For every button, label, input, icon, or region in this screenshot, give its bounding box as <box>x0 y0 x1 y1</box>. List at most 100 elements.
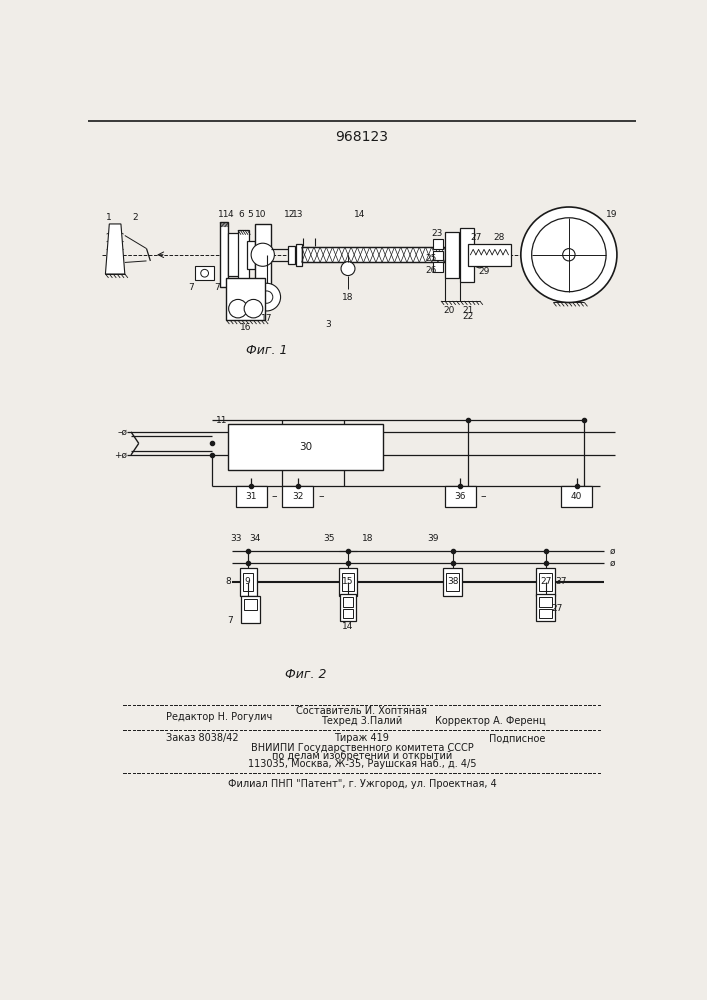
Text: 4: 4 <box>228 210 233 219</box>
Text: 29: 29 <box>478 267 489 276</box>
Bar <box>537 594 555 620</box>
Text: 30: 30 <box>299 442 312 452</box>
Circle shape <box>201 269 209 277</box>
Circle shape <box>260 291 273 303</box>
Bar <box>433 251 443 260</box>
Text: 19: 19 <box>606 210 617 219</box>
Bar <box>468 244 510 266</box>
Polygon shape <box>105 224 125 274</box>
Text: 26: 26 <box>425 266 437 275</box>
Text: 27: 27 <box>551 604 563 613</box>
Text: 33: 33 <box>230 534 241 543</box>
Text: 10: 10 <box>255 210 267 219</box>
Text: 7: 7 <box>189 283 194 292</box>
Circle shape <box>563 249 575 261</box>
Text: –: – <box>318 492 324 502</box>
Text: 40: 40 <box>571 492 583 501</box>
Text: Редактор Н. Рогулич: Редактор Н. Рогулич <box>166 712 272 722</box>
Bar <box>301 247 445 262</box>
Text: 8: 8 <box>225 578 230 586</box>
Text: 17: 17 <box>261 314 272 323</box>
Text: 39: 39 <box>428 534 439 543</box>
Text: 22: 22 <box>462 312 474 321</box>
Text: 7: 7 <box>228 616 233 625</box>
Text: 37: 37 <box>556 578 567 586</box>
Text: 11: 11 <box>218 210 230 219</box>
Text: 35: 35 <box>323 534 334 543</box>
Bar <box>446 573 459 591</box>
Text: Корректор А. Ференц: Корректор А. Ференц <box>435 716 546 726</box>
Text: Фиг. 2: Фиг. 2 <box>285 668 326 681</box>
Circle shape <box>341 262 355 276</box>
Bar <box>460 228 474 282</box>
Bar <box>340 594 356 620</box>
Bar <box>296 244 303 266</box>
Text: 3: 3 <box>326 320 332 329</box>
Circle shape <box>251 243 274 266</box>
Bar <box>539 597 552 607</box>
Text: 25: 25 <box>425 254 437 263</box>
Text: 31: 31 <box>245 492 257 501</box>
Circle shape <box>521 207 617 302</box>
Text: Техред 3.Палий: Техред 3.Палий <box>321 716 402 726</box>
Text: 15: 15 <box>342 578 354 586</box>
Text: 18: 18 <box>361 534 373 543</box>
Circle shape <box>228 299 247 318</box>
Text: 16: 16 <box>240 323 252 332</box>
Bar <box>228 233 239 276</box>
Text: 1: 1 <box>107 213 112 222</box>
Text: ВНИИПИ Государственного комитета СССР: ВНИИПИ Государственного комитета СССР <box>250 743 473 753</box>
Bar <box>240 568 257 596</box>
Text: 5: 5 <box>247 210 253 219</box>
Text: 34: 34 <box>250 534 261 543</box>
Text: 32: 32 <box>292 492 303 501</box>
Text: 6: 6 <box>238 210 244 219</box>
Text: 38: 38 <box>447 578 458 586</box>
Text: Подписное: Подписное <box>489 733 546 743</box>
Bar <box>561 486 592 507</box>
Bar <box>537 568 555 596</box>
Text: Тираж 419: Тираж 419 <box>334 733 390 743</box>
Circle shape <box>244 299 263 318</box>
Text: 18: 18 <box>342 293 354 302</box>
Bar <box>288 246 295 264</box>
Bar <box>443 568 462 596</box>
Text: 968123: 968123 <box>335 130 388 144</box>
Text: ø: ø <box>610 547 616 556</box>
Text: ø: ø <box>610 558 616 567</box>
Bar <box>220 222 228 287</box>
Text: 113035, Москва, Ж-35, Раушская наб., д. 4/5: 113035, Москва, Ж-35, Раушская наб., д. … <box>247 759 477 769</box>
Bar <box>539 609 552 618</box>
Text: 14: 14 <box>354 210 366 219</box>
Text: –: – <box>271 492 277 502</box>
Bar <box>433 239 443 249</box>
Bar <box>282 486 313 507</box>
Circle shape <box>474 257 485 268</box>
Text: Заказ 8038/42: Заказ 8038/42 <box>166 733 238 743</box>
Text: –: – <box>481 492 486 502</box>
Text: 23: 23 <box>431 229 443 238</box>
Text: 20: 20 <box>443 306 455 315</box>
Bar <box>344 609 353 618</box>
Bar <box>433 262 443 272</box>
Text: 2: 2 <box>132 213 138 222</box>
Bar <box>301 247 445 262</box>
Bar <box>539 573 552 591</box>
Text: 27: 27 <box>470 233 481 242</box>
Text: +ø: +ø <box>114 450 127 459</box>
Text: Составитель И. Хоптяная: Составитель И. Хоптяная <box>296 706 428 716</box>
Text: Фиг. 1: Фиг. 1 <box>246 344 287 358</box>
Bar <box>344 597 353 607</box>
Text: Филиал ПНП "Патент", г. Ужгород, ул. Проектная, 4: Филиал ПНП "Патент", г. Ужгород, ул. Про… <box>228 779 496 789</box>
Bar <box>445 486 476 507</box>
Bar <box>255 224 271 286</box>
Bar <box>235 486 267 507</box>
Bar <box>194 266 214 280</box>
Text: 28: 28 <box>493 233 505 242</box>
Text: 7: 7 <box>214 283 220 292</box>
Bar <box>226 278 265 320</box>
Text: 9: 9 <box>245 578 250 586</box>
Circle shape <box>532 218 606 292</box>
Text: 36: 36 <box>455 492 466 501</box>
Bar <box>445 232 459 278</box>
